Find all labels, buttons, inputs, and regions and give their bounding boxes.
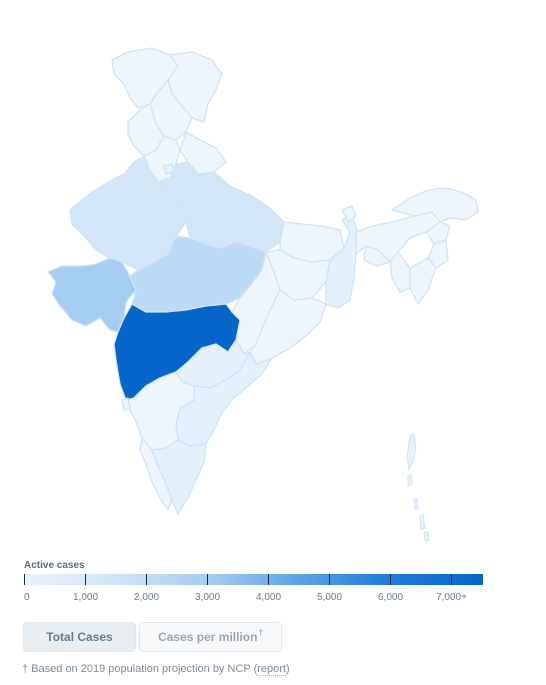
legend-title: Active cases — [24, 560, 85, 571]
legend-tick-label: 0 — [24, 592, 30, 603]
region-odisha[interactable]: Odisha — [249, 289, 327, 365]
region-arunachal-pradesh[interactable]: Arunachal Pradesh — [391, 187, 479, 223]
region-nagaland[interactable]: Nagaland — [425, 221, 451, 245]
legend-tick-label: 1,000 — [72, 592, 99, 603]
legend-tick-label: 3,000 — [194, 592, 221, 603]
legend-color-bar — [24, 574, 483, 585]
region-tripura[interactable]: Tripura — [389, 251, 411, 293]
cases-per-million-button[interactable]: Cases per million † — [139, 622, 282, 652]
metric-toggle-group: Total Cases Cases per million † — [23, 622, 282, 652]
legend-tick-label: 6,000 — [377, 592, 404, 603]
footnote-close: ) — [285, 663, 290, 675]
region-sikkim[interactable]: Sikkim — [341, 205, 357, 223]
legend-bar-svg — [24, 574, 483, 585]
region-meghalaya[interactable]: Meghalaya — [363, 245, 391, 267]
report-link[interactable]: report — [257, 663, 286, 676]
total-cases-button[interactable]: Total Cases — [23, 622, 136, 652]
footnote: † Based on 2019 population projection by… — [22, 663, 290, 676]
cases-per-million-label: Cases per million — [158, 630, 258, 644]
total-cases-label: Total Cases — [46, 630, 113, 644]
region-manipur[interactable]: Manipur — [427, 239, 449, 269]
region-goa[interactable]: Goa — [121, 397, 131, 411]
india-choropleth-map: Jammu & Kashmir Ladakh Himachal Pradesh … — [47, 47, 479, 542]
legend-tick-label: 7,000+ — [436, 592, 467, 603]
region-karnataka[interactable]: Karnataka — [125, 371, 195, 451]
legend-tick-label: 4,000 — [255, 592, 282, 603]
dagger-marker: † — [258, 627, 263, 637]
region-mizoram[interactable]: Mizoram — [409, 257, 437, 305]
footnote-text: † Based on 2019 population projection by… — [22, 663, 258, 675]
legend-gradient — [24, 574, 483, 585]
legend-tick-label: 2,000 — [133, 592, 160, 603]
legend: Active cases 0 1,000 2,000 3,000 4,000 5,000 6… — [24, 559, 486, 606]
region-tamil-nadu[interactable]: Tamil Nadu — [151, 439, 207, 515]
map-svg: Jammu & Kashmir Ladakh Himachal Pradesh … — [47, 47, 479, 542]
legend-ticks: 0 1,000 2,000 3,000 4,000 5,000 6,000 7,000+ — [24, 592, 494, 606]
region-andaman-nicobar[interactable]: Andaman & Nicobar Islands — [406, 433, 430, 542]
legend-tick-label: 5,000 — [316, 592, 343, 603]
